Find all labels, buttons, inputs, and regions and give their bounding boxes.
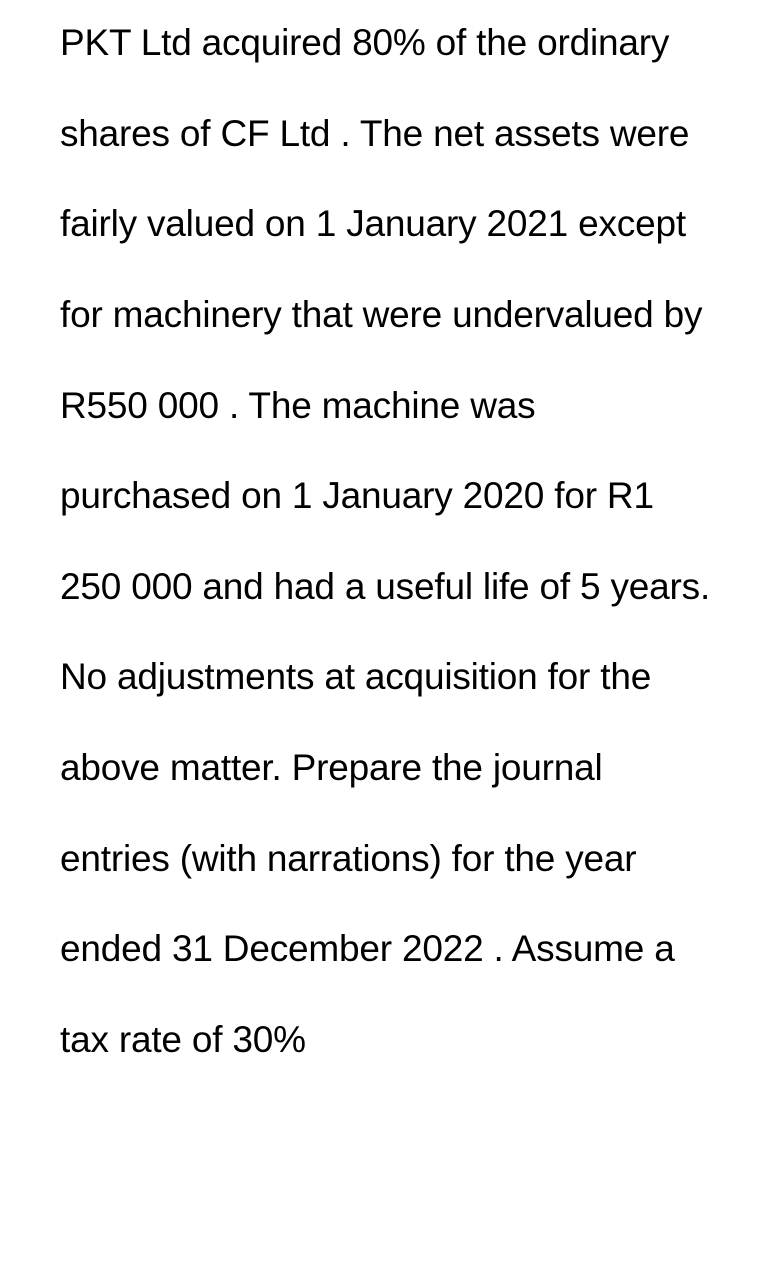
document-body-text: PKT Ltd acquired 80% of the ordinary sha… <box>60 0 711 1086</box>
